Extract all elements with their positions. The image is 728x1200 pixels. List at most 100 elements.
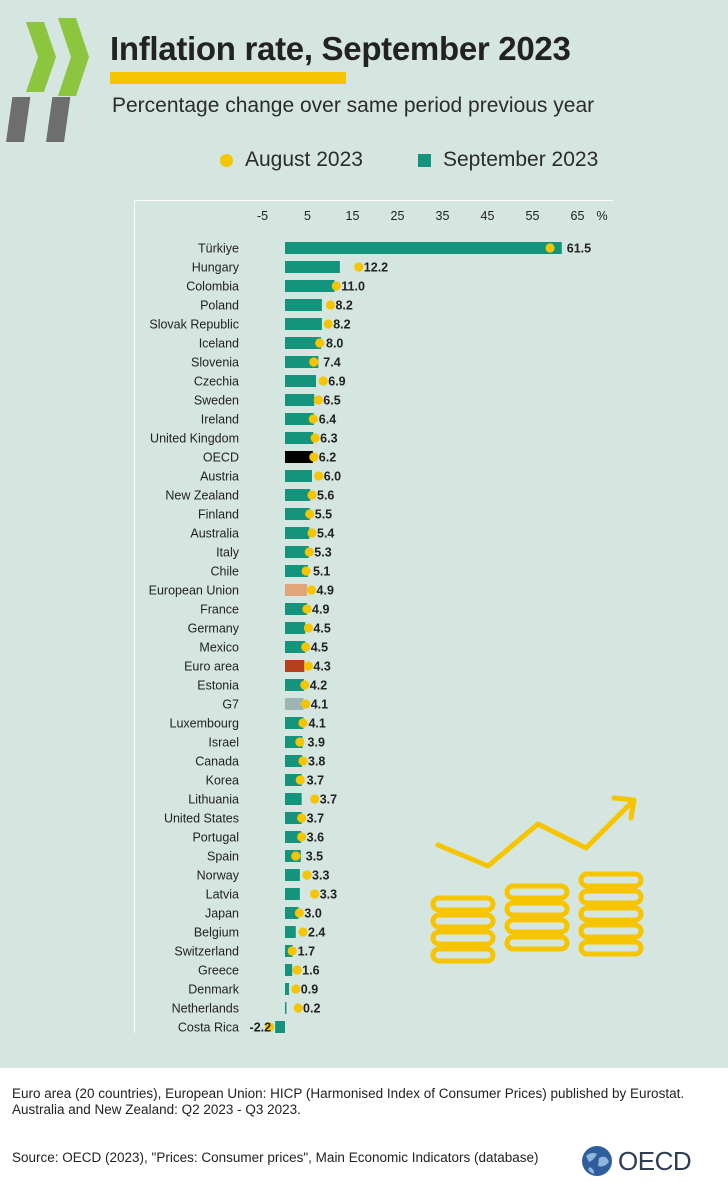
category-label: Canada — [195, 755, 239, 769]
data-label: 11.0 — [341, 280, 365, 294]
dot-august — [303, 661, 313, 671]
bar-september — [285, 375, 317, 387]
bar-september — [285, 964, 293, 976]
globe-icon — [582, 1146, 612, 1176]
x-axis-unit: % — [596, 209, 607, 223]
category-label: Lithuania — [188, 793, 239, 807]
category-label: United States — [164, 812, 239, 826]
category-label: United Kingdom — [150, 432, 239, 446]
data-label: 0.9 — [301, 983, 318, 997]
category-label: Finland — [198, 508, 239, 522]
bar-september — [285, 717, 304, 729]
dot-august — [301, 699, 311, 709]
data-label: 3.9 — [308, 736, 325, 750]
dot-august — [313, 395, 323, 405]
dot-august — [287, 946, 297, 956]
category-label: Italy — [216, 546, 240, 560]
x-tick-label: 35 — [436, 209, 450, 223]
bar-september — [285, 432, 314, 444]
category-label: Belgium — [194, 926, 239, 940]
data-label: 5.5 — [315, 508, 332, 522]
category-label: Australia — [190, 527, 239, 541]
data-label: -2.2 — [250, 1021, 272, 1034]
data-label: 6.0 — [324, 470, 341, 484]
data-label: 1.7 — [298, 945, 315, 959]
category-label: Spain — [207, 850, 239, 864]
bar-september — [285, 584, 308, 596]
dot-august — [325, 300, 336, 310]
oecd-logo-text: OECD — [618, 1145, 692, 1176]
category-label: Luxembourg — [170, 717, 240, 731]
chart-title: Inflation rate, September 2023 — [110, 30, 571, 67]
legend-label-august: August 2023 — [245, 148, 363, 171]
category-label: Czechia — [194, 375, 239, 389]
data-label: 4.1 — [311, 698, 328, 712]
bar-september — [275, 1021, 285, 1033]
category-label: Germany — [188, 622, 240, 636]
category-label: Slovenia — [191, 356, 239, 370]
category-label: Hungary — [192, 261, 240, 275]
bar-september — [285, 299, 322, 311]
dot-august — [314, 471, 324, 481]
dot-august — [301, 566, 311, 576]
bar-september — [285, 869, 300, 881]
data-label: 12.2 — [364, 261, 388, 275]
data-label: 6.5 — [323, 394, 340, 408]
dot-august — [300, 680, 310, 690]
dot-august — [304, 547, 314, 557]
footnotes: Euro area (20 countries), European Union… — [12, 1086, 712, 1118]
bar-september — [285, 413, 314, 425]
category-label: Korea — [206, 774, 239, 788]
bar-september — [285, 888, 300, 900]
dot-august — [303, 623, 313, 633]
footnote-1: Euro area (20 countries), European Union… — [12, 1086, 685, 1101]
data-label: 3.6 — [307, 831, 324, 845]
dot-august — [331, 281, 341, 291]
title-block: Inflation rate, September 2023 — [110, 30, 571, 84]
category-label: Switzerland — [174, 945, 239, 959]
dot-august — [298, 718, 308, 728]
dot-august — [295, 737, 305, 747]
category-label: European Union — [149, 584, 239, 598]
category-label: Poland — [200, 299, 239, 313]
dot-august — [265, 1022, 275, 1032]
bar-september — [285, 470, 312, 482]
oecd-chevrons-icon — [6, 18, 89, 142]
x-tick-label: 45 — [481, 209, 495, 223]
dot-august — [310, 794, 320, 804]
bar-chart: -5 5 15 25 35 45 55 65 % Türkiye 61.5 Hungary 12.2 Co… — [149, 209, 608, 1034]
bar-september — [285, 261, 340, 273]
data-label: 4.1 — [308, 717, 325, 731]
data-label: 4.5 — [313, 622, 330, 636]
category-label: OECD — [203, 451, 239, 465]
oecd-logo: OECD — [580, 1144, 692, 1178]
category-label: Mexico — [199, 641, 239, 655]
bar-september — [285, 280, 335, 292]
data-label: 2.4 — [308, 926, 325, 940]
dot-august — [295, 775, 305, 785]
dot-august — [305, 509, 315, 519]
legend-square-icon — [418, 153, 431, 167]
data-label: 5.6 — [317, 489, 334, 503]
data-label: 4.5 — [311, 641, 328, 655]
chart-area: -5 5 15 25 35 45 55 65% Türkiye 61.5 Hungary 12.2 Co… — [134, 200, 613, 1033]
legend-item-august: August 2023 — [220, 148, 363, 172]
bar-september — [285, 793, 302, 805]
data-label: 6.2 — [319, 451, 336, 465]
dot-august — [301, 642, 311, 652]
data-label: 1.6 — [302, 964, 319, 978]
data-label: 3.7 — [307, 774, 324, 788]
data-label: 8.0 — [326, 337, 343, 351]
category-label: Türkiye — [198, 242, 239, 256]
dot-august — [323, 319, 333, 329]
legend-item-september: September 2023 — [418, 148, 598, 172]
data-label: 61.5 — [567, 242, 591, 256]
bar-september — [285, 451, 313, 463]
category-label: Estonia — [197, 679, 239, 693]
legend-label-september: September 2023 — [443, 148, 599, 171]
category-label: G7 — [222, 698, 239, 712]
dot-august — [302, 604, 312, 614]
title-highlight — [110, 72, 346, 84]
data-label: 3.3 — [320, 888, 337, 902]
data-label: 6.9 — [328, 375, 345, 389]
